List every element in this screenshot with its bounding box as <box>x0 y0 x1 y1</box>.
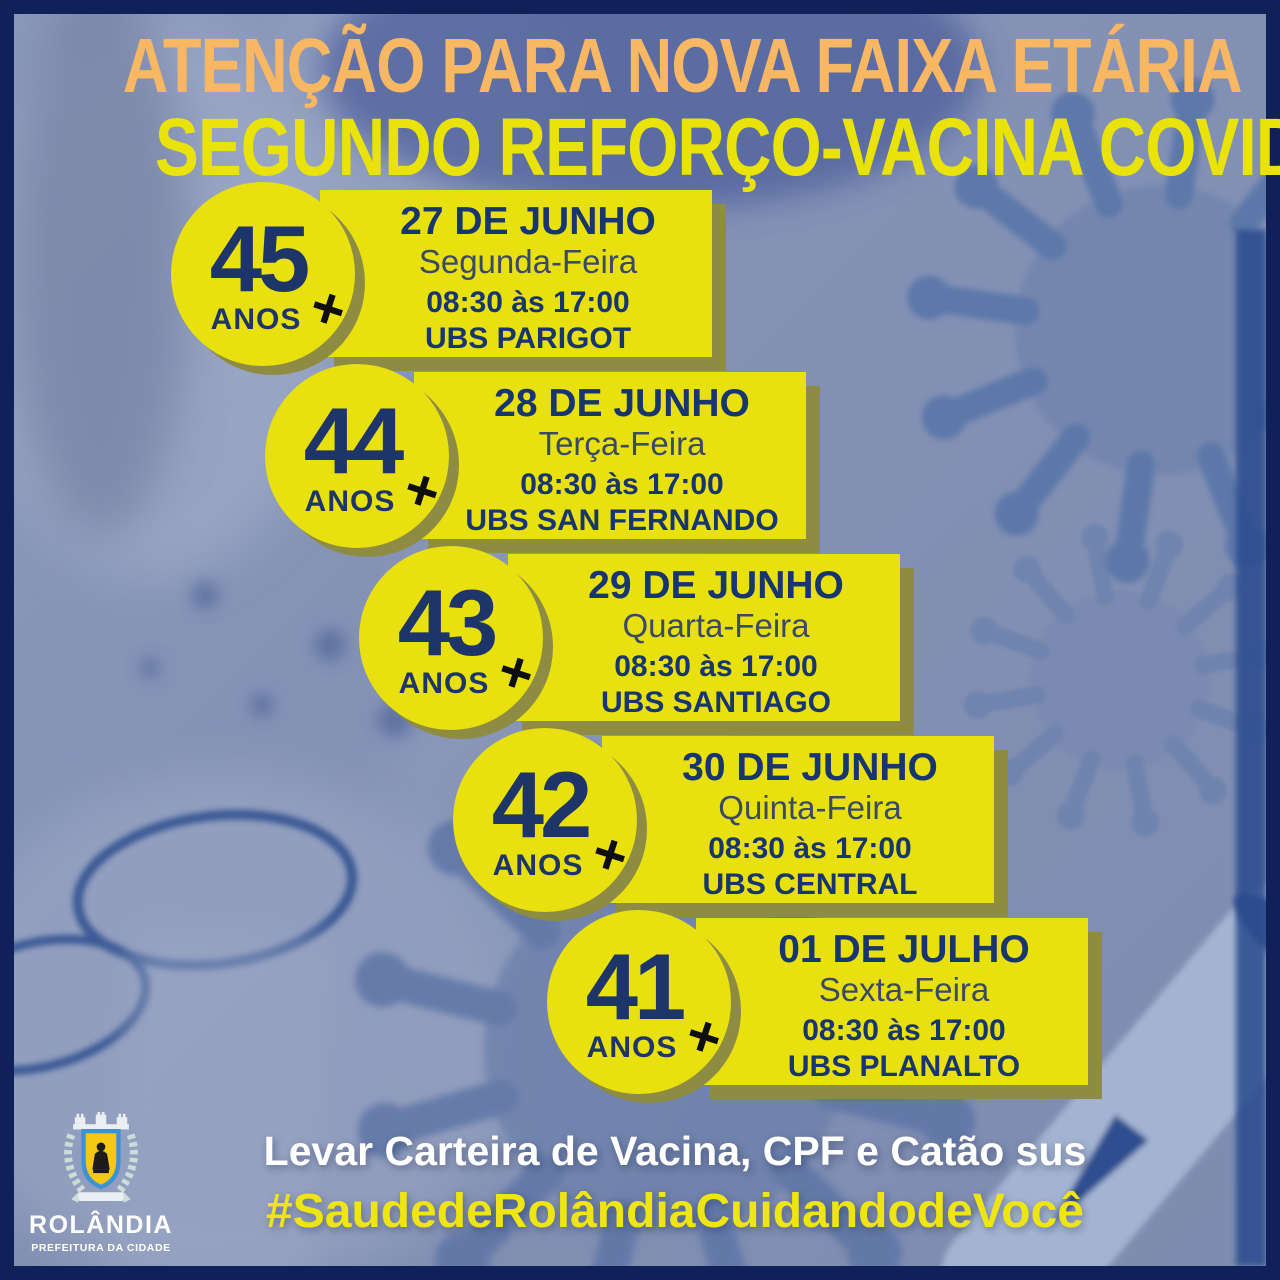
schedule-card-body: 28 DE JUNHO Terça-Feira 08:30 às 17:00 U… <box>414 372 806 539</box>
card-time: 08:30 às 17:00 <box>520 468 724 502</box>
age-badge: 45 ANOS + <box>171 182 355 366</box>
age-label: ANOS <box>304 485 396 519</box>
card-date: 27 DE JUNHO <box>400 200 656 243</box>
city-logo: ROLÂNDIA PREFEITURA DA CIDADE <box>26 1112 176 1254</box>
age-number: 42 <box>491 751 593 857</box>
card-time: 08:30 às 17:00 <box>802 1014 1006 1048</box>
footer-instruction: Levar Carteira de Vacina, CPF e Catão su… <box>263 1128 1087 1174</box>
headline-line-1: ATENÇÃO PARA NOVA FAIXA ETÁRIA <box>122 23 1243 109</box>
age-label: ANOS <box>210 303 302 337</box>
card-weekday: Sexta-Feira <box>818 970 990 1008</box>
age-label: ANOS <box>398 667 490 701</box>
virus-icon <box>962 522 1266 838</box>
virus-icon <box>904 74 1266 585</box>
age-badge: 41 ANOS + <box>547 910 731 1094</box>
card-location: UBS SANTIAGO <box>600 686 831 720</box>
coat-of-arms-icon <box>64 1112 138 1203</box>
schedule-card-body: 01 DE JULHO Sexta-Feira 08:30 às 17:00 U… <box>696 918 1088 1085</box>
age-label: ANOS <box>586 1031 678 1065</box>
headline: ATENÇÃO PARA NOVA FAIXA ETÁRIA SEGUNDO R… <box>0 28 1280 189</box>
age-number: 45 <box>209 205 311 311</box>
molecule-specks <box>140 581 413 738</box>
card-weekday: Segunda-Feira <box>418 242 638 280</box>
age-number: 44 <box>303 387 405 493</box>
card-date: 28 DE JUNHO <box>494 382 750 425</box>
age-badge: 42 ANOS + <box>453 728 637 912</box>
city-subtitle: PREFEITURA DA CIDADE <box>31 1242 171 1254</box>
footer-hashtag: #SaudedeRolândiaCuidandodeVocê <box>266 1185 1084 1238</box>
headline-line-2: SEGUNDO REFORÇO-VACINA COVID-19 <box>154 102 1280 193</box>
card-time: 08:30 às 17:00 <box>708 832 912 866</box>
card-date: 30 DE JUNHO <box>682 746 938 789</box>
age-number: 41 <box>585 933 687 1039</box>
card-weekday: Quinta-Feira <box>718 788 902 826</box>
age-number: 43 <box>397 569 499 675</box>
city-name: ROLÂNDIA <box>29 1211 173 1239</box>
footer: Levar Carteira de Vacina, CPF e Catão su… <box>170 1128 1180 1239</box>
card-location: UBS PLANALTO <box>787 1050 1021 1084</box>
card-location: UBS SAN FERNANDO <box>465 504 779 538</box>
card-date: 01 DE JULHO <box>778 928 1030 971</box>
card-time: 08:30 às 17:00 <box>614 650 818 684</box>
age-label: ANOS <box>492 849 584 883</box>
schedule-card-body: 27 DE JUNHO Segunda-Feira 08:30 às 17:00… <box>320 190 712 357</box>
card-weekday: Quarta-Feira <box>622 606 810 644</box>
card-location: UBS CENTRAL <box>702 868 918 902</box>
card-location: UBS PARIGOT <box>424 322 632 356</box>
age-badge: 44 ANOS + <box>265 364 449 548</box>
age-badge: 43 ANOS + <box>359 546 543 730</box>
card-weekday: Terça-Feira <box>538 424 706 462</box>
card-time: 08:30 às 17:00 <box>426 286 630 320</box>
schedule-card-body: 29 DE JUNHO Quarta-Feira 08:30 às 17:00 … <box>508 554 900 721</box>
card-date: 29 DE JUNHO <box>588 564 844 607</box>
schedule-card-body: 30 DE JUNHO Quinta-Feira 08:30 às 17:00 … <box>602 736 994 903</box>
